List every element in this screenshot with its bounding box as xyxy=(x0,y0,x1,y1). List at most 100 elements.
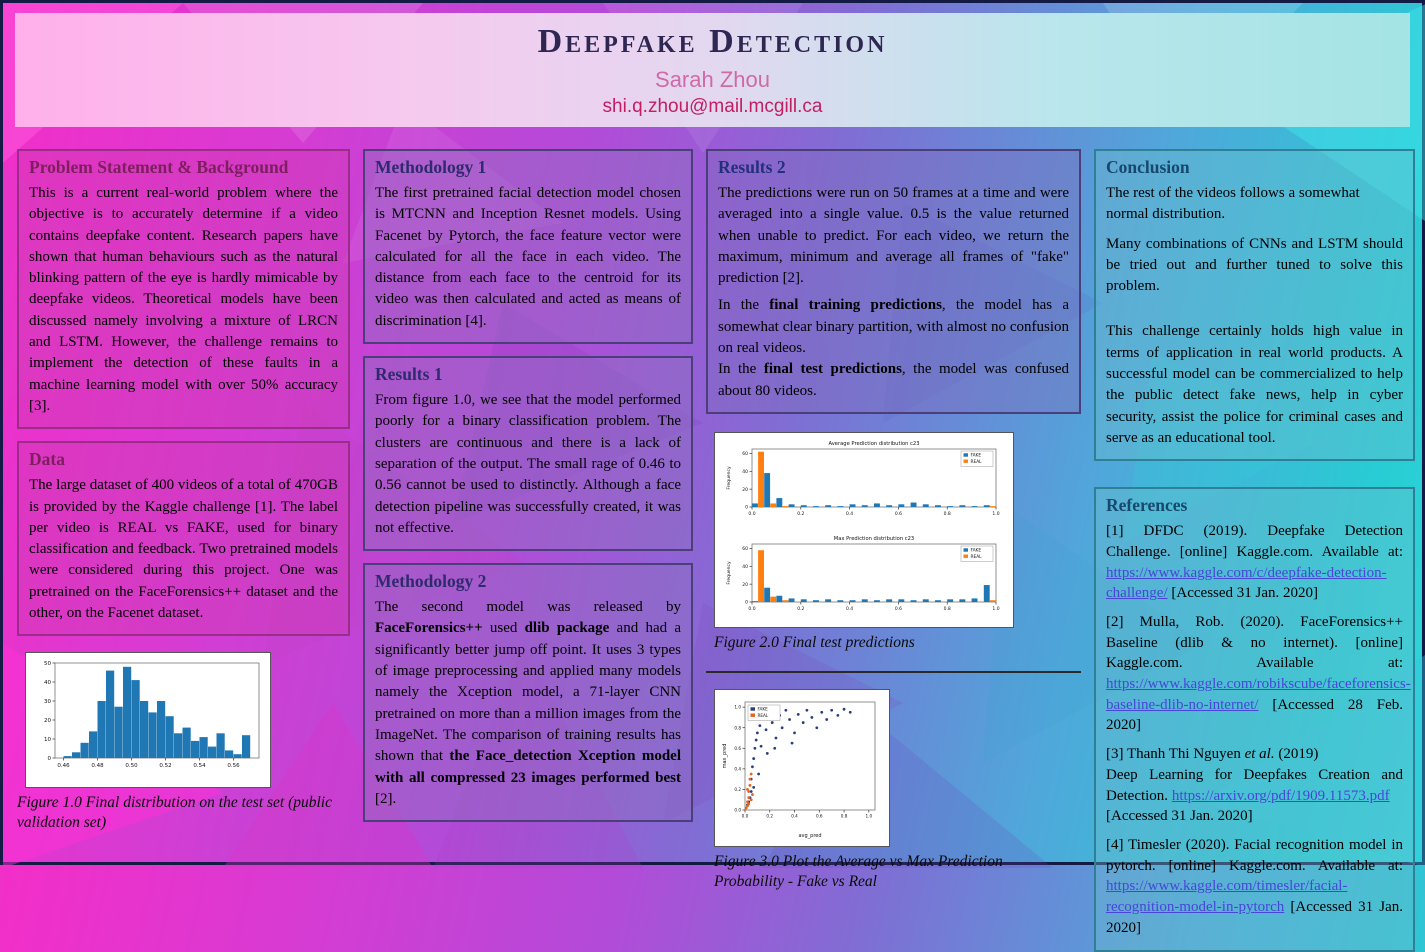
svg-text:REAL: REAL xyxy=(758,713,769,718)
reference-item-4: [4] Timesler (2020). Facial recognition … xyxy=(1106,835,1403,938)
svg-text:Frequency: Frequency xyxy=(726,561,732,585)
svg-text:FAKE: FAKE xyxy=(971,548,982,554)
svg-text:0.48: 0.48 xyxy=(91,763,104,769)
panel-results-2: Results 2 The predictions were run on 50… xyxy=(706,149,1081,414)
panel-problem-statement: Problem Statement & Background This is a… xyxy=(17,149,350,430)
svg-text:Average Prediction distributio: Average Prediction distribution c23 xyxy=(828,441,919,447)
conclusion-paragraph-2: Many combinations of CNNs and LSTM shoul… xyxy=(1106,235,1403,295)
text-run: [2] Mulla, Rob. (2020). FaceForensics++ … xyxy=(1106,614,1403,672)
figure-3: 0.0 0.2 0.4 0.6 0.8 1.0 0.0 0.2 0.4 0.6 0.8 1.0 FAKE… xyxy=(714,689,1064,892)
svg-text:0.50: 0.50 xyxy=(125,763,138,769)
svg-text:0.6: 0.6 xyxy=(895,606,902,612)
svg-text:1.0: 1.0 xyxy=(734,705,741,710)
svg-text:1.0: 1.0 xyxy=(992,511,999,517)
text-run: final training predictions xyxy=(769,297,942,314)
panel-problem-body: This is a current real-world problem whe… xyxy=(29,185,338,414)
figure-1-chart: 0.46 0.48 0.50 0.52 0.54 0.56 0 10 20 30 40 50 xyxy=(44,661,260,769)
text-run: Deep Learning for Deepfakes Creation and… xyxy=(1106,766,1403,804)
text-run: The predictions were run on 50 frames at… xyxy=(718,185,1069,287)
text-run: [Accessed 28 Feb. 2020] xyxy=(1106,696,1403,734)
text-run: [Accessed 31 Jan. 2020] xyxy=(1167,585,1319,602)
svg-text:Frequency: Frequency xyxy=(726,466,732,490)
svg-text:0.8: 0.8 xyxy=(734,725,741,730)
text-run: , the model was confused about 80 videos… xyxy=(718,361,1069,399)
svg-text:0.2: 0.2 xyxy=(797,606,804,612)
panel-methodology-1-title: Methodology 1 xyxy=(375,157,487,177)
panel-methodology-2: Methodology 2 The second model was relea… xyxy=(363,563,693,823)
column-4: Conclusion The rest of the videos follow… xyxy=(1094,149,1415,952)
svg-text:0.4: 0.4 xyxy=(791,814,798,819)
column-3: Results 2 The predictions were run on 50… xyxy=(706,149,1081,952)
svg-text:0.4: 0.4 xyxy=(734,767,741,772)
poster-title: Deepfake Detection xyxy=(537,23,888,60)
svg-text:50: 50 xyxy=(44,661,51,667)
panel-data: Data The large dataset of 400 videos of … xyxy=(17,441,350,637)
reference-item-1: [1] DFDC (2019). Deepfake Detection Chal… xyxy=(1106,521,1403,604)
svg-text:10: 10 xyxy=(44,737,51,743)
panel-problem-title: Problem Statement & Background xyxy=(29,157,289,177)
svg-text:REAL: REAL xyxy=(971,459,983,465)
svg-text:0.56: 0.56 xyxy=(227,763,240,769)
results-2-paragraph-2: In the final training predictions, the m… xyxy=(718,295,1069,359)
panel-methodology-2-title: Methodology 2 xyxy=(375,571,487,592)
figure-3-caption: Figure 3.0 Plot the Average vs Max Predi… xyxy=(714,853,1003,891)
svg-text:0.54: 0.54 xyxy=(193,763,206,769)
conclusion-paragraph-1: The rest of the videos follows a somewha… xyxy=(1106,185,1360,223)
figure-2-chart: Average Prediction distribution c23 0.0 0.… xyxy=(726,441,1000,612)
reference-link[interactable]: https://arxiv.org/pdf/1909.11573.pdf xyxy=(1171,787,1390,804)
text-run: [4] Timesler (2020). Facial recognition … xyxy=(1106,836,1403,874)
svg-text:60: 60 xyxy=(742,451,748,457)
text-run: final test predictions xyxy=(763,361,902,378)
svg-text:0.6: 0.6 xyxy=(734,746,741,751)
panel-results-2-title: Results 2 xyxy=(718,157,786,177)
column-1: Problem Statement & Background This is a… xyxy=(17,149,350,952)
svg-text:REAL: REAL xyxy=(971,554,983,560)
svg-text:0.6: 0.6 xyxy=(816,814,823,819)
svg-text:40: 40 xyxy=(44,680,51,686)
svg-text:20: 20 xyxy=(742,582,748,588)
svg-text:20: 20 xyxy=(742,487,748,493)
poster-author: Sarah Zhou xyxy=(655,67,770,92)
text-run: [2]. xyxy=(375,790,397,807)
svg-text:0.0: 0.0 xyxy=(748,511,755,517)
svg-text:Max Prediction distribution c2: Max Prediction distribution c23 xyxy=(834,536,914,542)
text-run: In the xyxy=(718,297,770,314)
svg-text:1.0: 1.0 xyxy=(865,814,872,819)
results-2-paragraph-3: In the final test predictions, the model… xyxy=(718,359,1069,402)
svg-text:FAKE: FAKE xyxy=(971,453,982,459)
panel-results-1-body: From figure 1.0, we see that the model p… xyxy=(375,392,681,536)
text-run: (2019) xyxy=(1274,746,1319,763)
panel-methodology-2-body: The second model was released by FaceFor… xyxy=(375,597,681,810)
svg-text:40: 40 xyxy=(742,564,748,570)
panel-references-title: References xyxy=(1106,495,1188,516)
svg-text:0: 0 xyxy=(745,505,748,511)
svg-text:max_pred: max_pred xyxy=(722,744,728,769)
text-run: and had a significantly better jump off … xyxy=(375,620,681,765)
svg-text:0.8: 0.8 xyxy=(841,814,848,819)
text-run: , the model has a somewhat clear binary … xyxy=(718,297,1069,357)
panel-methodology-1-body: The first pretrained facial detection mo… xyxy=(375,185,681,329)
figure-3-chart: 0.0 0.2 0.4 0.6 0.8 1.0 0.0 0.2 0.4 0.6 0.8 1.0 FAKE… xyxy=(722,701,876,839)
figure-3-chartbox: 0.0 0.2 0.4 0.6 0.8 1.0 0.0 0.2 0.4 0.6 0.8 1.0 FAKE… xyxy=(714,689,890,848)
panel-conclusion-title: Conclusion xyxy=(1106,157,1190,177)
column-3-divider xyxy=(706,671,1081,674)
figure-1-caption: Figure 1.0 Final distribution on the tes… xyxy=(17,794,332,832)
poster-email: shi.q.zhou@mail.mcgill.ca xyxy=(602,96,823,117)
reference-item-3: [3] Thanh Thi Nguyen et al. (2019) Deep L… xyxy=(1106,744,1403,827)
reference-link[interactable]: https://www.kaggle.com/robikscube/facefo… xyxy=(1106,676,1411,713)
svg-text:60: 60 xyxy=(742,546,748,552)
panel-results-1-title: Results 1 xyxy=(375,364,443,385)
reference-link[interactable]: https://www.kaggle.com/c/deepfake-detect… xyxy=(1106,564,1387,602)
svg-text:0.4: 0.4 xyxy=(846,606,853,612)
svg-text:0.8: 0.8 xyxy=(944,511,951,517)
poster-header: Deepfake Detection Sarah Zhou shi.q.zhou… xyxy=(15,13,1410,127)
panel-results-1: Results 1 From figure 1.0, we see that t… xyxy=(363,356,693,552)
figure-2: Average Prediction distribution c23 0.0 0.… xyxy=(714,431,1014,653)
svg-text:0.4: 0.4 xyxy=(846,511,853,517)
text-run: the Face_detection Xception model with a… xyxy=(375,748,681,786)
text-run: In the xyxy=(718,361,764,378)
svg-text:30: 30 xyxy=(44,699,51,705)
figure-1-chartbox: 0.46 0.48 0.50 0.52 0.54 0.56 0 10 20 30 40 50 xyxy=(25,652,271,789)
svg-text:FAKE: FAKE xyxy=(758,707,769,712)
